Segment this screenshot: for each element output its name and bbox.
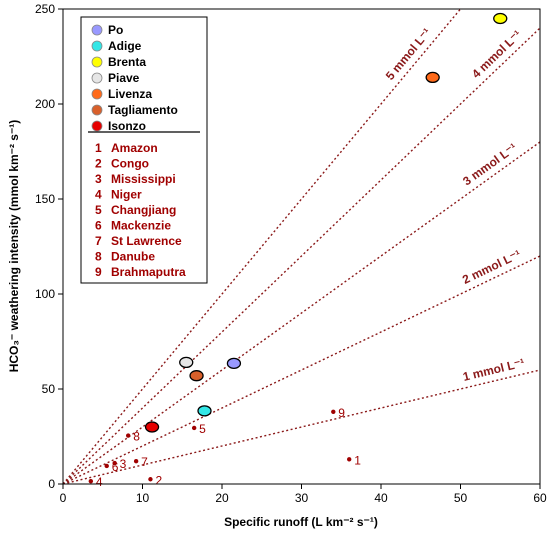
legend-world-name: Brahmaputra	[111, 265, 186, 279]
world-river-point-label: 8	[133, 430, 140, 444]
legend-entry-label: Livenza	[108, 87, 152, 101]
y-tick-label: 200	[35, 97, 55, 111]
reference-line-label: 3 mmol L⁻¹	[460, 140, 519, 188]
river-point	[197, 405, 212, 417]
reference-line-labels: 1 mmol L⁻¹ 2 mmol L⁻¹ 3 mmol L⁻¹ 4 mmol L⁻¹…	[383, 26, 526, 384]
legend-entry-label: Adige	[108, 39, 142, 53]
legend-world-id: 5	[95, 203, 102, 217]
river-points	[144, 12, 508, 433]
legend: Po Adige Brenta Piave Livenza Tagliamento Ison…	[80, 16, 208, 284]
legend-entry-label: Brenta	[108, 55, 146, 69]
world-river-point	[112, 460, 117, 466]
legend-entry-label: Tagliamento	[108, 103, 178, 117]
legend-marker	[91, 72, 103, 84]
world-river-point	[133, 459, 139, 464]
world-river-point-label: 4	[96, 475, 103, 489]
legend-world-name: Amazon	[111, 141, 158, 155]
legend-world-name: Congo	[111, 157, 149, 171]
x-tick-label: 50	[454, 491, 468, 505]
river-point	[144, 421, 160, 433]
world-river-point-label: 1	[354, 453, 361, 467]
y-tick-label: 250	[35, 2, 55, 16]
x-tick-label: 60	[533, 491, 547, 505]
x-tick-label: 10	[136, 491, 150, 505]
legend-world-id: 7	[95, 234, 102, 248]
legend-world-id: 9	[95, 265, 102, 279]
legend-world-id: 4	[95, 188, 102, 202]
x-axis-title: Specific runoff (L km⁻² s⁻¹)	[224, 515, 378, 529]
legend-world-name: Niger	[111, 188, 142, 202]
world-river-points: 1 2 3 4 5 6 78 9	[88, 406, 361, 489]
y-tick-label: 0	[48, 477, 55, 491]
legend-world-id: 8	[95, 250, 102, 264]
legend-marker	[91, 120, 103, 132]
legend-world-name: Mississippi	[111, 172, 176, 186]
river-point	[425, 71, 440, 84]
world-river-point	[331, 409, 336, 414]
world-river-point-label: 2	[155, 473, 162, 487]
legend-entry-label: Isonzo	[108, 119, 146, 133]
legend-marker	[91, 40, 103, 52]
reference-line-label: 2 mmol L⁻¹	[460, 247, 523, 287]
x-tick-label: 40	[374, 491, 388, 505]
world-river-point	[104, 463, 109, 469]
y-axis-ticks: 0 50 100 150 200 250	[35, 2, 63, 491]
legend-marker	[91, 56, 103, 68]
world-river-point	[191, 425, 197, 431]
x-tick-label: 0	[60, 491, 67, 505]
x-axis-ticks: 0 10 20 30 40 50 60	[60, 484, 547, 505]
river-point	[226, 357, 242, 370]
legend-marker	[91, 24, 103, 36]
river-point	[179, 356, 194, 369]
legend-entry-label: Piave	[108, 71, 140, 85]
legend-world-id: 2	[95, 157, 102, 171]
legend-world-id: 1	[95, 141, 102, 155]
world-river-point	[148, 477, 153, 482]
legend-world-name: Danube	[111, 250, 155, 264]
y-axis-title: HCO₃⁻ weathering intensity (mmol km⁻² s⁻…	[7, 120, 21, 373]
legend-marker	[91, 104, 103, 116]
world-river-point-label: 5	[199, 422, 206, 436]
river-point	[493, 12, 508, 25]
world-river-point-label: 3	[120, 457, 127, 471]
world-river-point	[125, 433, 131, 438]
y-tick-label: 50	[42, 382, 56, 396]
x-tick-label: 20	[215, 491, 229, 505]
legend-world-id: 3	[95, 172, 102, 186]
legend-world-name: St Lawrence	[111, 234, 182, 248]
world-river-point	[88, 478, 94, 484]
world-river-point-label: 9	[338, 406, 345, 420]
reference-line	[63, 27, 540, 484]
legend-world-name: Mackenzie	[111, 219, 171, 233]
legend-marker	[91, 88, 103, 100]
reference-line	[63, 369, 540, 484]
y-tick-label: 100	[35, 287, 55, 301]
reference-line-label: 1 mmol L⁻¹	[461, 356, 526, 384]
reference-line-label: 5 mmol L⁻¹	[383, 26, 434, 83]
y-tick-label: 150	[35, 192, 55, 206]
legend-world-id: 6	[95, 219, 102, 233]
world-river-point-label: 6	[112, 460, 119, 474]
reference-line	[63, 141, 540, 484]
reference-line-label: 4 mmol L⁻¹	[469, 27, 524, 81]
legend-entry-label: Po	[108, 23, 123, 37]
world-river-point-label: 7	[141, 455, 148, 469]
x-tick-label: 30	[295, 491, 309, 505]
world-river-point	[347, 457, 352, 462]
legend-world-name: Changjiang	[111, 203, 176, 217]
reference-lines	[63, 9, 540, 484]
river-point	[189, 370, 204, 382]
